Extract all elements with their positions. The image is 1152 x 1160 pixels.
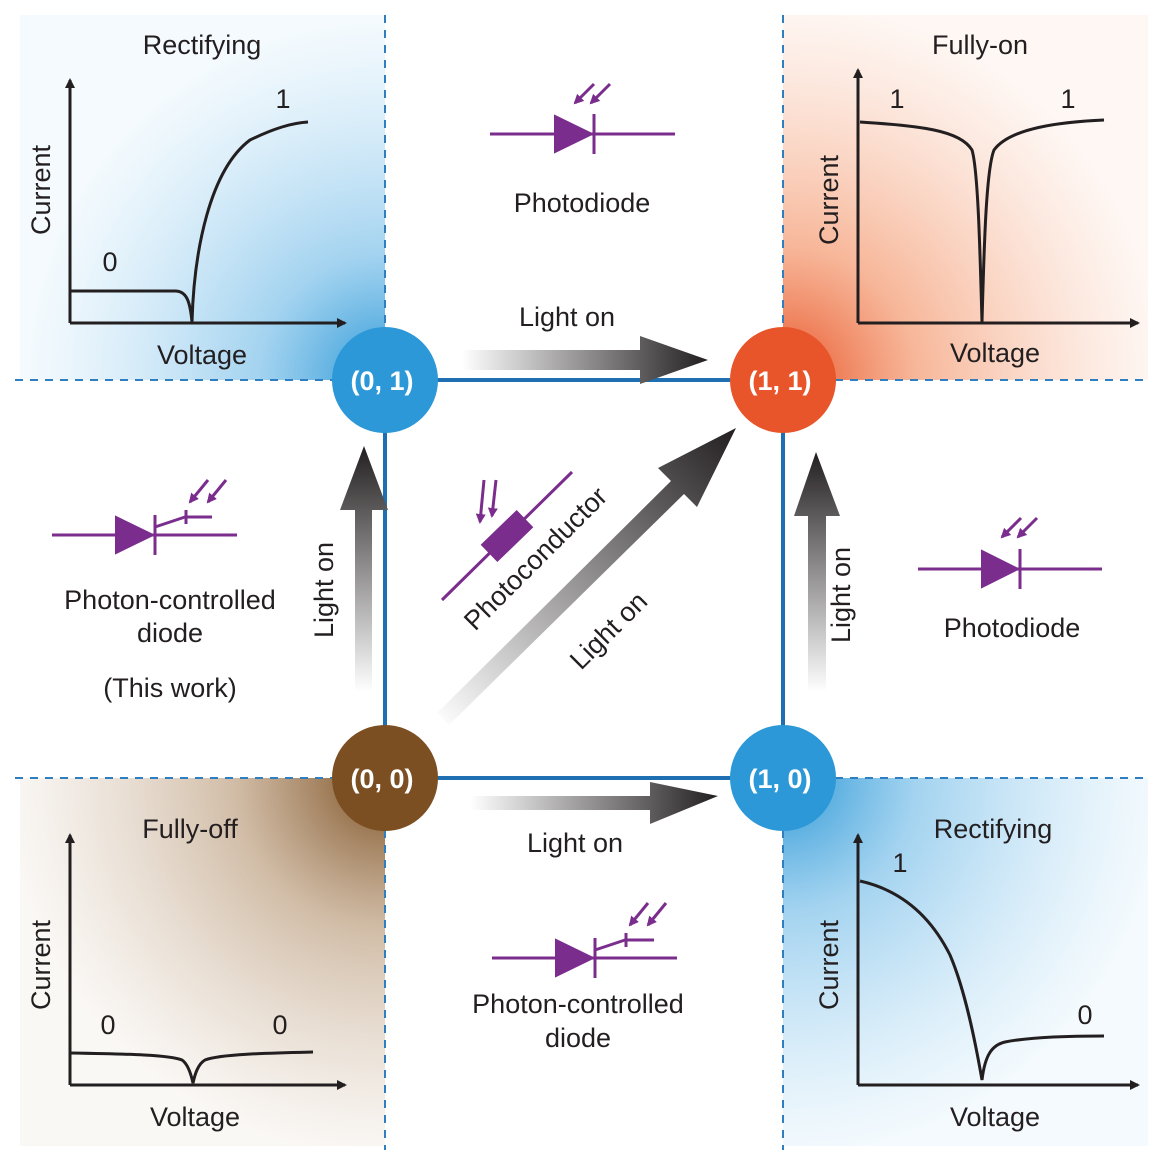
iv-curve [859, 879, 1105, 1081]
quadrant-top-left-shade [20, 15, 385, 380]
photon-controlled-diode-bottom-label-line2: diode [545, 1023, 611, 1053]
photon-controlled-diode-bottom-symbol [492, 902, 677, 978]
photoconductor-symbol [440, 470, 574, 602]
arrow-left-label: Light on [309, 542, 339, 638]
plot-title: Fully-off [142, 814, 238, 844]
arrow-bottom [470, 782, 718, 824]
node-1-1: (1, 1) [730, 327, 836, 433]
plot-bottom-left: Fully-off Current Voltage 0 0 [26, 814, 347, 1132]
arrow-top-label: Light on [519, 302, 615, 332]
node-0-1-label: (0, 1) [350, 366, 413, 396]
state-right-label: 1 [1060, 84, 1075, 114]
photon-controlled-diode-left-symbol [52, 479, 237, 555]
plot-top-right: Fully-on Current Voltage 1 1 [814, 30, 1140, 368]
photon-controlled-diode-bottom-label-line1: Photon-controlled [472, 989, 684, 1019]
node-0-0-label: (0, 0) [350, 764, 413, 794]
state-high-label: 1 [892, 848, 907, 878]
state-high-label: 1 [275, 84, 290, 114]
x-axis-label: Voltage [950, 338, 1040, 368]
quadrant-top-right-shade [783, 15, 1148, 380]
node-0-1: (0, 1) [332, 327, 438, 433]
arrow-right-label: Light on [826, 547, 856, 643]
node-1-1-label: (1, 1) [748, 366, 811, 396]
photodiode-top-symbol [490, 82, 675, 154]
photodiode-right-symbol [918, 516, 1102, 589]
iv-curve [70, 120, 309, 323]
this-work-note: (This work) [103, 673, 237, 703]
photodiode-top-label: Photodiode [514, 188, 651, 218]
y-axis-label: Current [26, 144, 56, 235]
y-axis-label: Current [814, 154, 844, 245]
plot-title: Rectifying [934, 814, 1053, 844]
plot-bottom-right: Rectifying Current Voltage 1 0 [814, 814, 1140, 1132]
arrow-right [794, 452, 840, 692]
x-axis-label: Voltage [950, 1102, 1040, 1132]
arrow-top [462, 336, 708, 384]
node-1-0-label: (1, 0) [748, 764, 811, 794]
divider-lines [15, 15, 1150, 1150]
iv-curve [69, 1050, 314, 1084]
state-square [383, 378, 785, 780]
arrow-bottom-label: Light on [527, 828, 623, 858]
node-1-0: (1, 0) [730, 725, 836, 831]
photon-controlled-diode-left-label-line1: Photon-controlled [64, 585, 276, 615]
state-left-label: 0 [100, 1010, 115, 1040]
arrow-diagonal-label: Light on [564, 586, 653, 675]
state-left-label: 1 [889, 84, 904, 114]
state-low-label: 0 [102, 247, 117, 277]
plot-title: Rectifying [143, 30, 262, 60]
x-axis-label: Voltage [157, 340, 247, 370]
plot-top-left: Rectifying Current Voltage 0 1 [26, 30, 347, 370]
photon-controlled-diode-left-label-line2: diode [137, 618, 203, 648]
node-0-0: (0, 0) [332, 725, 438, 831]
photodiode-right-label: Photodiode [944, 613, 1081, 643]
arrow-diagonal [437, 428, 736, 725]
arrow-left [340, 446, 388, 692]
state-right-label: 0 [272, 1010, 287, 1040]
state-low-label: 0 [1077, 1000, 1092, 1030]
y-axis-label: Current [814, 919, 844, 1010]
y-axis-label: Current [26, 919, 56, 1010]
x-axis-label: Voltage [150, 1102, 240, 1132]
plot-title: Fully-on [932, 30, 1028, 60]
iv-curve [859, 118, 1105, 323]
